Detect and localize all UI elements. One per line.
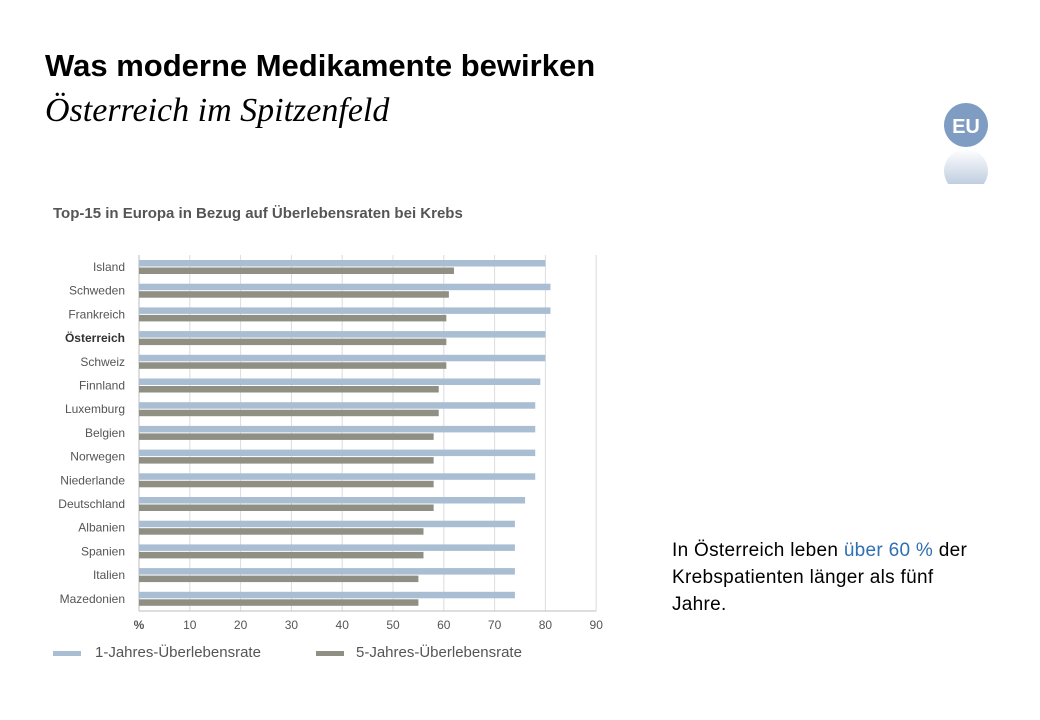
bar-5-jahres [139, 575, 419, 583]
x-axis-unit-label: % [134, 618, 145, 632]
bar-1-jahres [139, 449, 536, 457]
x-tick-label: 30 [285, 618, 299, 632]
bar-5-jahres [139, 291, 449, 298]
bar-1-jahres [139, 591, 515, 599]
category-label: Mazedonien [60, 592, 125, 606]
category-label: Italien [93, 568, 125, 582]
category-label: Finnland [79, 379, 125, 393]
bar-1-jahres [139, 568, 515, 575]
category-label: Schweiz [80, 355, 125, 369]
bar-5-jahres [139, 551, 424, 559]
bar-1-jahres [139, 260, 546, 267]
category-label: Österreich [65, 330, 125, 345]
bar-5-jahres [139, 314, 447, 322]
legend-label-5-jahres: 5-Jahres-Überlebensrate [356, 643, 522, 661]
slide-subtitle: Österreich im Spitzenfeld [45, 92, 390, 129]
eu-logo: EU [944, 103, 988, 184]
category-label: Albanien [78, 521, 125, 535]
bar-5-jahres [139, 504, 434, 511]
bar-1-jahres [139, 378, 541, 385]
bar-1-jahres [139, 283, 551, 291]
callout-text: In Österreich leben über 60 % der Krebsp… [672, 537, 972, 618]
x-tick-label: 70 [488, 618, 502, 632]
callout-part2: der Krebspatienten länger als fünf Jahre… [672, 540, 968, 615]
bar-5-jahres [139, 362, 447, 369]
legend-label-1-jahres: 1-Jahres-Überlebensrate [95, 643, 261, 661]
bar-5-jahres [139, 599, 419, 606]
category-label: Frankreich [68, 307, 125, 321]
bar-1-jahres [139, 544, 515, 551]
bar-5-jahres [139, 457, 434, 464]
category-label: Deutschland [58, 497, 125, 511]
chart: Top-15 in Europa in Bezug auf Überlebens… [53, 205, 604, 661]
category-label: Luxemburg [65, 402, 125, 416]
category-label: Niederlande [60, 473, 125, 487]
slide-title: Was moderne Medikamente bewirken [45, 48, 596, 83]
category-label: Island [93, 260, 125, 274]
bar-5-jahres [139, 386, 439, 393]
bar-5-jahres [139, 433, 434, 440]
category-label: Spanien [81, 544, 125, 558]
bar-1-jahres [139, 520, 515, 528]
x-tick-label: 60 [437, 618, 451, 632]
x-tick-label: 20 [234, 618, 248, 632]
callout-highlight: über 60 % [843, 540, 934, 561]
bar-1-jahres [139, 331, 546, 338]
legend-swatch-1-jahres [53, 651, 81, 656]
x-tick-label: 50 [386, 618, 400, 632]
bar-5-jahres [139, 338, 447, 346]
chart-title: Top-15 in Europa in Bezug auf Überlebens… [53, 205, 463, 222]
bar-1-jahres [139, 307, 551, 314]
x-tick-label: 10 [183, 618, 197, 632]
category-label: Norwegen [70, 450, 125, 464]
eu-logo-text: EU [952, 116, 980, 138]
x-tick-label: 90 [590, 618, 604, 632]
bar-1-jahres [139, 354, 546, 362]
legend-swatch-5-jahres [316, 651, 344, 656]
bar-1-jahres [139, 402, 536, 409]
category-label: Schweden [69, 284, 125, 298]
x-tick-label: 80 [539, 618, 553, 632]
bar-5-jahres [139, 409, 439, 417]
bar-5-jahres [139, 528, 424, 535]
bar-1-jahres [139, 473, 536, 480]
bar-1-jahres [139, 497, 526, 504]
callout-part1: In Österreich leben [672, 540, 844, 561]
bar-5-jahres [139, 267, 454, 274]
category-label: Belgien [85, 426, 125, 440]
bar-1-jahres [139, 425, 536, 433]
x-tick-label: 40 [336, 618, 350, 632]
bar-5-jahres [139, 480, 434, 488]
